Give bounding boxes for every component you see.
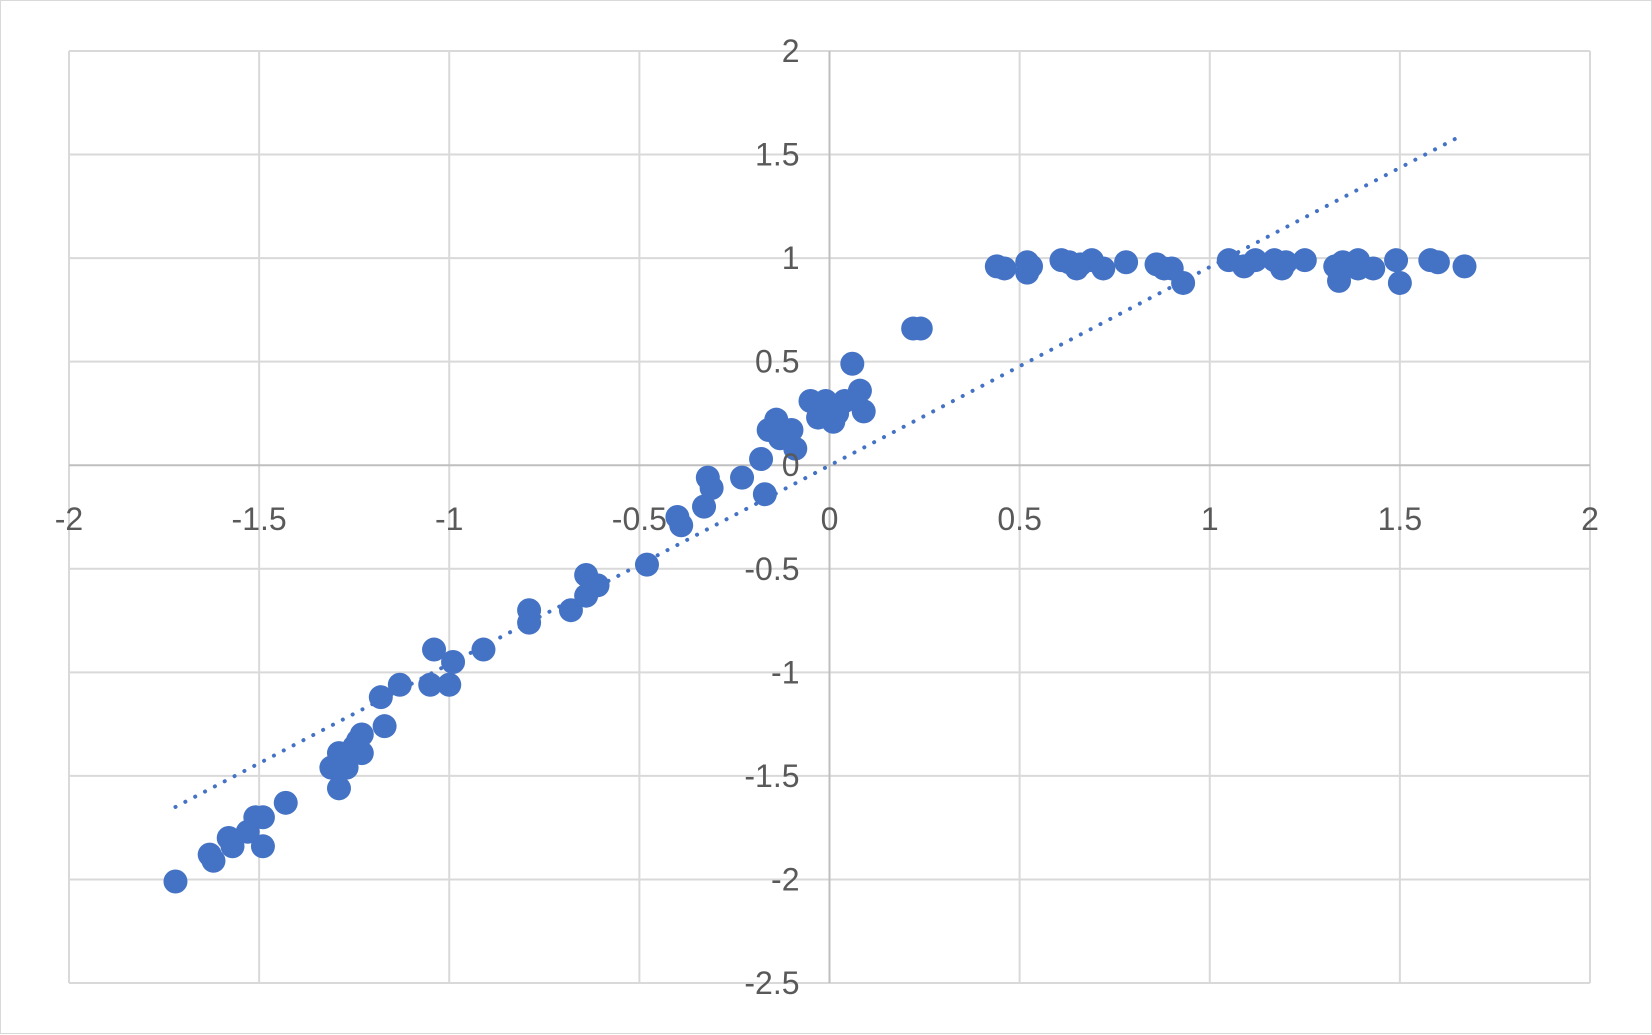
data-point [220, 834, 245, 859]
y-tick-label: -2 [771, 861, 799, 897]
x-tick-label: -1.5 [232, 501, 287, 537]
data-point [1327, 268, 1352, 293]
y-tick-label: 1.5 [755, 137, 799, 173]
data-point [1387, 270, 1412, 295]
x-tick-label: -2 [55, 501, 83, 537]
y-tick-label: -1.5 [744, 758, 799, 794]
y-tick-label: 1 [782, 240, 800, 276]
y-tick-label: -0.5 [744, 551, 799, 587]
data-point [851, 399, 876, 424]
data-point [749, 447, 774, 472]
data-point [692, 494, 717, 519]
trendline [173, 135, 1459, 809]
x-tick-label: 0.5 [997, 501, 1041, 537]
trendline-group [173, 135, 1459, 809]
x-tick-label: -0.5 [612, 501, 667, 537]
data-point [669, 513, 694, 538]
data-point [585, 573, 610, 598]
data-point [1384, 248, 1409, 273]
data-point [847, 378, 872, 403]
data-point [1091, 256, 1116, 281]
data-point [1019, 254, 1044, 279]
y-tick-label: -1 [771, 654, 799, 690]
y-tick-label: 0.5 [755, 344, 799, 380]
axes [69, 51, 1590, 983]
data-point [779, 418, 804, 443]
data-point [201, 848, 226, 873]
data-point [334, 755, 359, 780]
data-point [517, 610, 542, 635]
y-tick-label: -2.5 [744, 965, 799, 1001]
data-point [349, 722, 374, 747]
x-tick-label: 2 [1581, 501, 1599, 537]
data-point [634, 552, 659, 577]
data-point [368, 685, 393, 710]
data-point [1425, 250, 1450, 275]
data-point [437, 672, 462, 697]
data-point [1292, 248, 1317, 273]
data-point [840, 351, 865, 376]
data-point [441, 649, 466, 674]
x-tick-label: 1.5 [1378, 501, 1422, 537]
data-point [730, 465, 755, 490]
data-point [163, 869, 188, 894]
data-point [387, 672, 412, 697]
data-point [1243, 248, 1268, 273]
data-points [163, 248, 1477, 894]
data-point [1114, 250, 1139, 275]
data-point [349, 741, 374, 766]
data-point [992, 256, 1017, 281]
data-point [752, 482, 777, 507]
data-point [326, 776, 351, 801]
data-point [783, 436, 808, 461]
data-point [558, 598, 583, 623]
x-tick-label: 1 [1201, 501, 1219, 537]
data-point [418, 672, 443, 697]
data-point [1273, 250, 1298, 275]
y-tick-label: 2 [782, 33, 800, 69]
data-point [1171, 270, 1196, 295]
data-point [908, 316, 933, 341]
data-point [250, 834, 275, 859]
data-point [1361, 256, 1386, 281]
y-tick-label: 0 [782, 447, 800, 483]
data-point [273, 790, 298, 815]
x-tick-label: -1 [435, 501, 463, 537]
data-point [471, 637, 496, 662]
data-point [250, 805, 275, 830]
data-point [372, 714, 397, 739]
data-point [422, 637, 447, 662]
data-point [1452, 254, 1477, 279]
data-point [699, 476, 724, 501]
tick-labels: -2 -1.5 -1 -0.5 0 0.5 1 1.5 2 -2.5 -2 -1.5 -1 -0.5 0 0.… [55, 33, 1599, 1001]
x-tick-label: 0 [821, 501, 839, 537]
